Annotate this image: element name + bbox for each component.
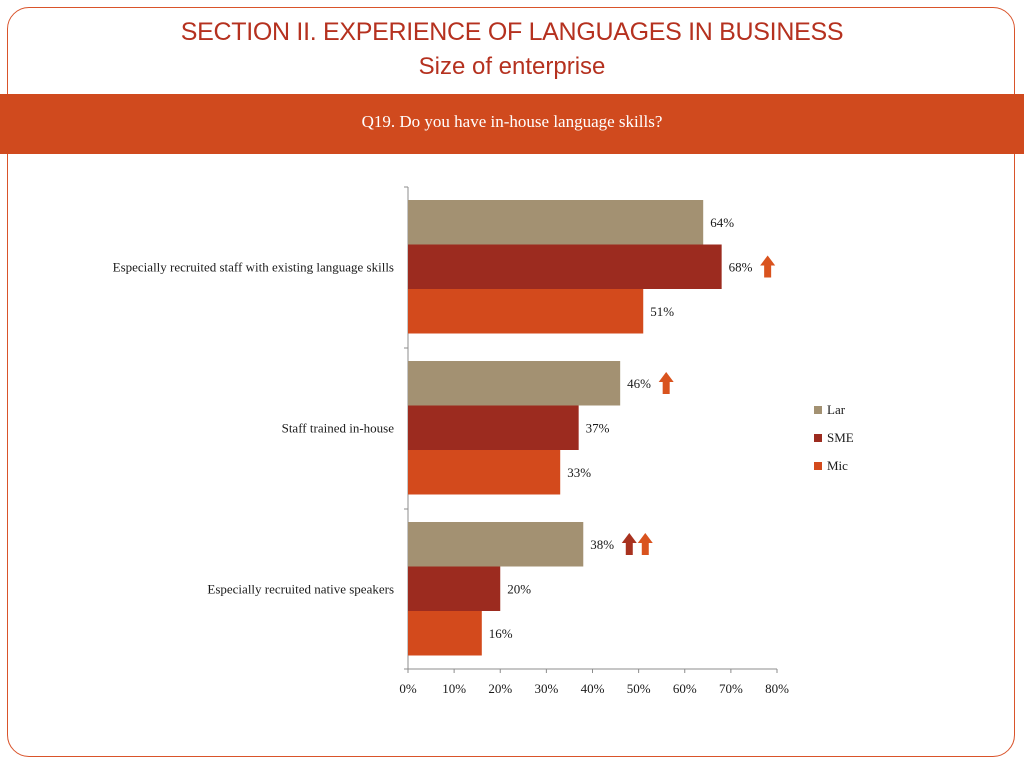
value-label: 64% bbox=[710, 215, 734, 230]
bar bbox=[408, 200, 704, 245]
x-tick-label: 60% bbox=[673, 681, 697, 696]
up-arrow-icon bbox=[760, 255, 776, 278]
category-label: Especially recruited native speakers bbox=[207, 581, 394, 596]
legend-label: Lar bbox=[827, 402, 846, 417]
x-tick-label: 30% bbox=[534, 681, 558, 696]
up-arrow-icon bbox=[637, 533, 653, 555]
bar bbox=[408, 611, 482, 656]
x-tick-label: 0% bbox=[399, 681, 417, 696]
bar bbox=[408, 289, 644, 334]
value-label: 46% bbox=[627, 376, 651, 391]
x-tick-label: 10% bbox=[442, 681, 466, 696]
legend-item: Mic bbox=[814, 458, 854, 486]
legend-label: SME bbox=[827, 430, 854, 445]
bar bbox=[408, 361, 621, 406]
value-label: 33% bbox=[567, 465, 591, 480]
bar bbox=[408, 450, 561, 495]
legend-item: SME bbox=[814, 430, 854, 458]
slide-title: SECTION II. EXPERIENCE OF LANGUAGES IN B… bbox=[180, 18, 844, 46]
question-banner: Q19. Do you have in-house language skill… bbox=[0, 94, 1024, 154]
legend-label: Mic bbox=[827, 458, 848, 473]
legend-swatch bbox=[814, 462, 822, 470]
bar bbox=[408, 405, 579, 450]
up-arrow-icon bbox=[658, 372, 674, 394]
value-label: 51% bbox=[650, 304, 674, 319]
legend-item: Lar bbox=[814, 402, 854, 430]
x-tick-label: 20% bbox=[488, 681, 512, 696]
x-tick-label: 70% bbox=[719, 681, 743, 696]
legend-swatch bbox=[814, 434, 822, 442]
bar bbox=[408, 244, 722, 289]
category-label: Staff trained in-house bbox=[282, 420, 395, 435]
up-arrow-icon bbox=[621, 533, 637, 555]
category-label: Especially recruited staff with existing… bbox=[113, 259, 394, 274]
slide-subtitle: Size of enterprise bbox=[418, 53, 606, 80]
bar bbox=[408, 566, 501, 611]
value-label: 20% bbox=[507, 581, 531, 596]
value-label: 16% bbox=[489, 626, 513, 641]
x-tick-label: 40% bbox=[581, 681, 605, 696]
value-label: 37% bbox=[586, 420, 610, 435]
x-tick-label: 80% bbox=[765, 681, 789, 696]
chart-legend: Lar SME Mic bbox=[814, 402, 854, 486]
x-tick-label: 50% bbox=[627, 681, 651, 696]
legend-swatch bbox=[814, 406, 822, 414]
value-label: 68% bbox=[729, 259, 753, 274]
bar bbox=[408, 522, 584, 567]
question-text: Q19. Do you have in-house language skill… bbox=[361, 112, 663, 131]
value-label: 38% bbox=[590, 537, 614, 552]
